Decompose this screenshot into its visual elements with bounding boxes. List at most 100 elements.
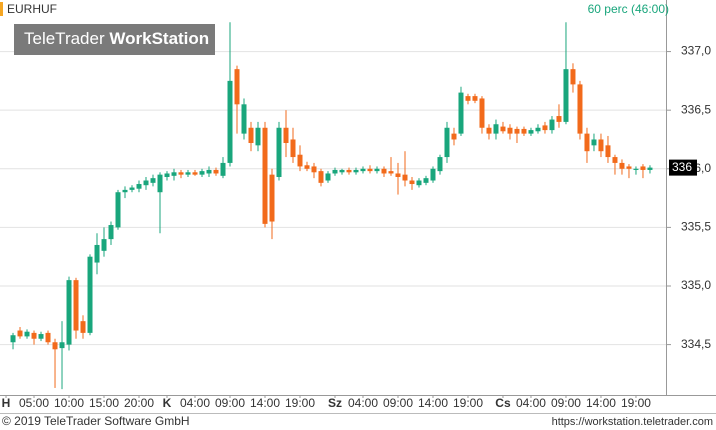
candle-body [248, 127, 254, 143]
candle-body [633, 168, 639, 170]
candle-body [318, 171, 324, 183]
candle-body [290, 139, 296, 158]
period: 60 perc (46:00) [588, 2, 669, 16]
candle-body [213, 169, 219, 174]
candle-body [444, 127, 450, 158]
x-tick-label: 09:00 [383, 396, 413, 410]
candle-body [101, 239, 107, 251]
candle-body [136, 184, 142, 189]
candle-body [577, 84, 583, 134]
candle-body [59, 342, 65, 349]
candle-body [458, 92, 464, 134]
candle-body [31, 332, 37, 339]
candle-body [325, 173, 331, 181]
candle-body [430, 168, 436, 181]
candle-body [171, 172, 177, 176]
x-tick-label: 05:00 [19, 396, 49, 410]
candle-body [255, 127, 261, 146]
x-tick-label: 15:00 [89, 396, 119, 410]
candle-body [269, 174, 275, 222]
candle-body [178, 172, 184, 175]
candle-body [45, 332, 51, 343]
candle-body [472, 96, 478, 101]
candle-body [66, 280, 72, 345]
candle-body [276, 127, 282, 177]
candle-body [10, 335, 16, 343]
y-tick-label: 336,5 [681, 102, 711, 116]
candle-body [465, 96, 471, 101]
y-tick-label: 337,0 [681, 44, 711, 58]
candle-body [353, 169, 359, 173]
candle-body [486, 127, 492, 134]
x-tick-label: 20:00 [124, 396, 154, 410]
candle-body [549, 119, 555, 131]
candle-body [220, 162, 226, 176]
footer-left: © 2019 TeleTrader Software GmbH [2, 414, 190, 428]
candle-body [143, 180, 149, 186]
x-tick-label: K [163, 396, 172, 410]
candle-body [528, 130, 534, 134]
candle-body [87, 256, 93, 333]
candle-body [367, 168, 373, 172]
candle-body [332, 169, 338, 174]
candle-body [451, 133, 457, 140]
candle-body [479, 98, 485, 128]
candle-body [388, 171, 394, 174]
x-tick-label: 10:00 [54, 396, 84, 410]
x-tick-label: 04:00 [516, 396, 546, 410]
candle-body [605, 145, 611, 158]
candle-body [234, 69, 240, 105]
symbol-marker [0, 2, 3, 16]
candle-body [262, 127, 268, 224]
watermark-part: TeleTrader [24, 29, 105, 48]
x-tick-label: Cs [495, 396, 511, 410]
candle-body [185, 172, 191, 175]
candle-body [346, 169, 352, 173]
candle-body [311, 166, 317, 173]
candle-body [556, 116, 562, 122]
candle-body [304, 165, 310, 169]
candle-body [591, 139, 597, 146]
watermark-box [14, 24, 215, 55]
candle-body [129, 187, 135, 190]
x-tick-label: 19:00 [621, 396, 651, 410]
x-tick-label: Sz [328, 396, 342, 410]
x-tick-label: 04:00 [348, 396, 378, 410]
x-tick-label: 19:00 [453, 396, 483, 410]
candle-body [493, 124, 499, 134]
candle-body [17, 330, 23, 337]
candle-body [150, 178, 156, 183]
candle-body [514, 128, 520, 134]
candle-body [423, 178, 429, 183]
candle-body [122, 189, 128, 193]
candle-body [409, 180, 415, 185]
candle-body [73, 280, 79, 331]
x-tick-label: 14:00 [586, 396, 616, 410]
candle-body [374, 168, 380, 172]
candle-body [38, 334, 44, 339]
candle-body [598, 139, 604, 152]
candle-body [437, 157, 443, 172]
candle-body [24, 331, 30, 337]
candle-body [612, 157, 618, 163]
candle-body [584, 133, 590, 152]
candle-body [416, 180, 422, 186]
watermark-part: WorkStation [109, 29, 209, 48]
x-tick-label: 09:00 [551, 396, 581, 410]
footer-right: https://workstation.teletrader.com [552, 416, 713, 428]
candle-body [80, 321, 86, 333]
candle-body [381, 168, 387, 174]
candle-body [164, 173, 170, 177]
candle-body [507, 127, 513, 134]
x-tick-label: 19:00 [285, 396, 315, 410]
y-tick-label: 334,5 [681, 337, 711, 351]
candle-body [94, 244, 100, 263]
candle-body [157, 174, 163, 193]
candle-body [108, 225, 114, 240]
candle-body [521, 128, 527, 134]
watermark: TeleTrader WorkStation [24, 29, 209, 48]
candle-body [227, 80, 233, 163]
candle-body [640, 166, 646, 170]
